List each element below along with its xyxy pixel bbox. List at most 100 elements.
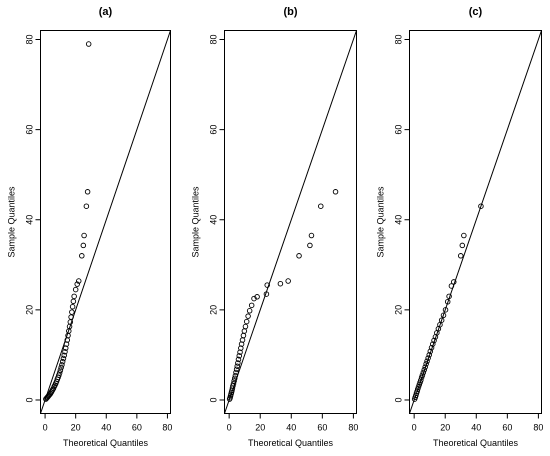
plot-frame: [40, 30, 171, 414]
data-point: [57, 367, 64, 373]
data-point: [246, 308, 253, 314]
data-point: [235, 360, 241, 366]
data-point: [84, 189, 91, 195]
data-point: [418, 377, 424, 383]
data-point: [440, 312, 447, 319]
data-point: [230, 383, 236, 389]
y-tick-label: 80: [25, 35, 35, 45]
panel-title: (c): [469, 6, 483, 18]
data-point: [296, 253, 302, 259]
data-point: [68, 314, 74, 320]
data-point: [60, 355, 67, 362]
data-point: [318, 203, 324, 209]
y-tick-label: 60: [209, 125, 219, 135]
x-tick-label: 40: [471, 423, 481, 433]
x-tick-label: 20: [71, 423, 81, 433]
data-point: [62, 349, 68, 355]
data-point: [442, 307, 449, 313]
data-point: [422, 364, 428, 370]
x-axis-label: Theoretical Quantiles: [433, 438, 519, 448]
data-point: [459, 242, 466, 249]
data-point: [254, 294, 260, 300]
y-axis-label: Sample Quantiles: [376, 186, 386, 258]
data-point: [234, 363, 240, 369]
panel-title: (b): [283, 6, 297, 18]
x-tick-label: 40: [101, 423, 111, 433]
data-point: [243, 318, 250, 325]
x-axis-label: Theoretical Quantiles: [63, 438, 149, 448]
data-point: [427, 348, 434, 355]
data-point: [446, 293, 452, 300]
data-point: [69, 303, 76, 310]
data-point: [75, 278, 82, 284]
x-tick-label: 0: [43, 423, 48, 433]
data-point: [67, 319, 74, 325]
data-point: [83, 203, 90, 209]
data-point: [235, 356, 242, 363]
data-point: [419, 372, 426, 378]
data-point: [59, 358, 66, 365]
data-point: [80, 242, 87, 249]
data-point: [74, 281, 80, 287]
data-point: [285, 278, 291, 284]
plot-frame: [409, 30, 542, 414]
y-tick-label: 60: [25, 125, 35, 135]
data-point: [79, 253, 85, 259]
x-tick-label: 0: [227, 423, 232, 433]
reference-line: [40, 30, 171, 414]
data-point: [426, 352, 432, 358]
qq-panel: (b) 0 20 40 60 80 0 20 40 60 80 Theoretical Quantil…: [191, 6, 359, 448]
data-point: [241, 328, 248, 334]
data-point: [457, 253, 464, 259]
y-tick-label: 0: [25, 397, 35, 402]
y-tick-label: 60: [394, 125, 404, 135]
x-axis-label: Theoretical Quantiles: [248, 438, 334, 448]
x-tick-label: 60: [132, 423, 142, 433]
data-point: [69, 309, 75, 315]
data-point: [245, 313, 251, 319]
data-point: [437, 321, 443, 328]
data-point: [438, 317, 445, 323]
y-tick-label: 40: [25, 215, 35, 225]
data-point: [277, 280, 284, 287]
data-point: [232, 372, 239, 379]
data-point: [420, 369, 427, 376]
data-point: [451, 279, 457, 285]
x-tick-label: 80: [162, 423, 172, 433]
data-point: [242, 323, 249, 330]
data-point: [230, 381, 237, 387]
x-tick-label: 40: [286, 423, 296, 433]
data-point: [231, 378, 237, 384]
data-point: [421, 367, 428, 373]
data-point: [240, 332, 247, 339]
data-point: [81, 232, 87, 239]
data-point: [461, 232, 467, 239]
panel-title: (a): [99, 6, 113, 18]
y-axis-label: Sample Quantiles: [7, 186, 17, 258]
data-point: [448, 283, 455, 289]
x-tick-label: 20: [440, 423, 450, 433]
y-tick-label: 40: [209, 215, 219, 225]
data-point: [236, 353, 243, 359]
data-point: [424, 358, 430, 364]
x-tick-label: 0: [412, 423, 417, 433]
data-point: [264, 282, 270, 288]
x-tick-label: 60: [502, 423, 512, 433]
data-point: [430, 341, 436, 347]
plot-frame: [224, 30, 357, 414]
y-tick-label: 20: [394, 305, 404, 315]
x-tick-label: 80: [533, 423, 543, 433]
x-tick-label: 20: [255, 423, 265, 433]
data-point: [308, 232, 315, 239]
data-point: [332, 189, 339, 195]
qq-panel: (a) 0 20 40 60 80 0 20 40 60 80 Theoretical Quantil…: [7, 6, 173, 448]
data-point: [233, 366, 240, 373]
data-point: [423, 361, 429, 367]
data-point: [71, 293, 77, 300]
y-tick-label: 20: [25, 305, 35, 315]
data-point: [231, 375, 238, 382]
y-tick-label: 80: [394, 35, 404, 45]
data-point: [307, 242, 313, 249]
data-point: [425, 355, 431, 361]
